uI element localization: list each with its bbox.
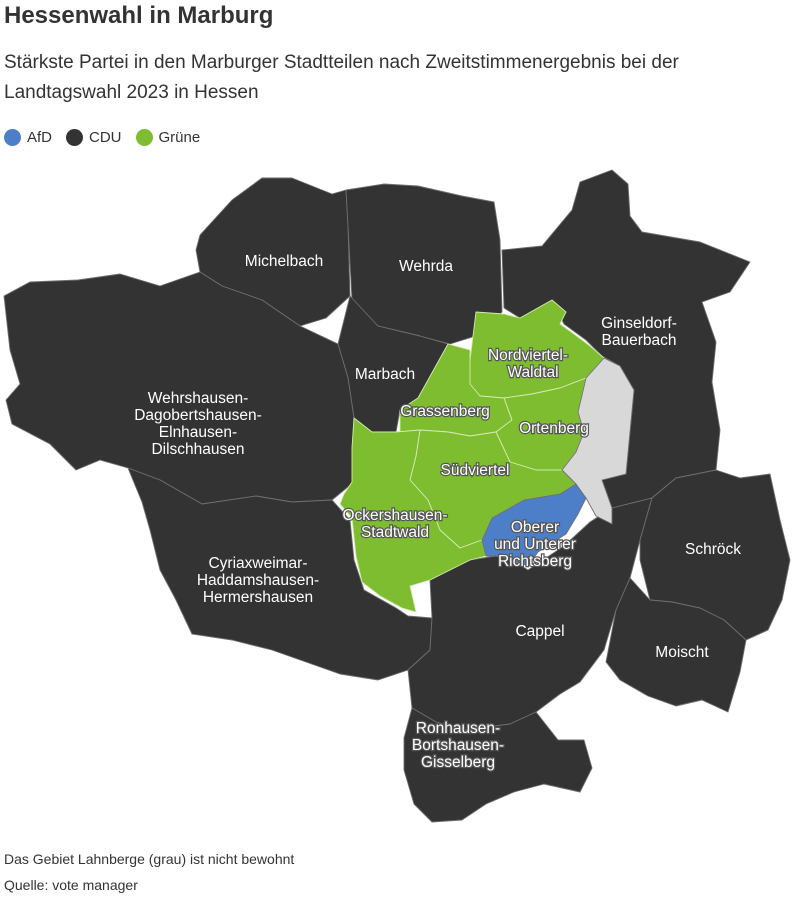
label-cyriaxweimar-1: Cyriaxweimar- (208, 555, 307, 572)
label-ockershausen-1: Ockershausen- (342, 507, 447, 524)
label-cappel: Cappel (515, 623, 564, 640)
label-richtsberg-1: Oberer (511, 519, 559, 536)
label-cyriaxweimar-2: Haddamshausen- (197, 572, 319, 589)
district-moischt[interactable] (605, 577, 747, 713)
legend: AfD CDU Grüne (4, 129, 200, 146)
legend-item-cdu: CDU (66, 129, 122, 146)
label-ockershausen-2: Stadtwald (361, 524, 429, 541)
district-schroeck[interactable] (639, 469, 791, 641)
district-ockershausen-stadtwald[interactable] (339, 417, 487, 613)
legend-label-gruene: Grüne (158, 129, 201, 146)
label-grassenberg: Grassenberg (400, 403, 490, 420)
label-wehrshausen-2: Dagobertshausen- (134, 407, 262, 424)
legend-swatch-gruene (135, 129, 153, 146)
map-source: Quelle: vote manager (4, 877, 138, 893)
district-ronhausen[interactable] (403, 707, 593, 823)
label-richtsberg-2: und Unterer (494, 536, 576, 553)
label-nordviertel-1: Nordviertel- (488, 347, 568, 364)
label-michelbach: Michelbach (245, 253, 323, 270)
legend-swatch-cdu (66, 129, 84, 146)
district-lahnberge[interactable] (561, 357, 635, 525)
label-ronhausen-3: Gisselberg (421, 754, 495, 771)
district-map: Michelbach Wehrda Ginseldorf- Bauerbach … (3, 169, 791, 823)
label-moischt: Moischt (655, 644, 709, 661)
legend-label-afd: AfD (27, 129, 53, 146)
legend-item-gruene: Grüne (135, 129, 201, 146)
label-nordviertel-2: Waldtal (507, 364, 558, 381)
label-ronhausen-2: Bortshausen- (412, 737, 504, 754)
legend-swatch-afd (4, 129, 21, 146)
district-wehrshausen[interactable] (3, 271, 355, 505)
district-ginseldorf-bauerbach[interactable] (501, 169, 751, 509)
label-suedviertel: Südviertel (441, 462, 510, 479)
district-richtsberg[interactable] (481, 483, 587, 567)
map-note: Das Gebiet Lahnberge (grau) ist nicht be… (4, 851, 295, 867)
label-ronhausen-1: Ronhausen- (416, 720, 500, 737)
label-cyriaxweimar-3: Hermershausen (203, 589, 313, 606)
label-ortenberg: Ortenberg (519, 420, 589, 437)
label-wehrshausen-4: Dilschhausen (151, 441, 244, 458)
label-richtsberg-3: Richtsberg (498, 553, 572, 570)
label-wehrshausen-1: Wehrshausen- (148, 390, 249, 407)
label-ginseldorf-2: Bauerbach (602, 332, 677, 349)
label-ginseldorf-1: Ginseldorf- (601, 315, 677, 332)
legend-label-cdu: CDU (89, 129, 122, 146)
label-wehrshausen-3: Elnhausen- (159, 424, 237, 441)
map-subtitle: Stärkste Partei in den Marburger Stadtte… (4, 52, 679, 103)
legend-item-afd: AfD (4, 129, 52, 146)
label-marbach: Marbach (355, 366, 415, 383)
label-schroeck: Schröck (685, 541, 741, 558)
map-title: Hessenwahl in Marburg (4, 2, 274, 29)
label-wehrda: Wehrda (399, 258, 453, 275)
